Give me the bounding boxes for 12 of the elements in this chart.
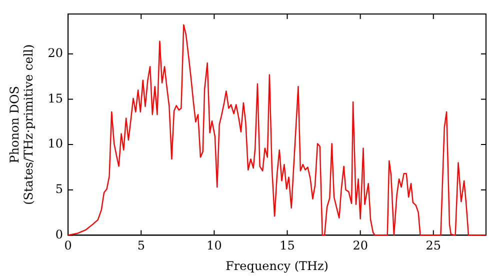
x-tick-label: 20	[352, 238, 368, 253]
y-tick-label: 0	[55, 227, 64, 242]
x-tick-label: 15	[280, 238, 295, 253]
y-tick-label: 5	[55, 182, 64, 196]
x-axis-title: Frequency (THz)	[226, 258, 328, 273]
y-tick-label: 10	[48, 136, 64, 151]
y-tick-label: 20	[48, 46, 64, 60]
y-tick-label: 15	[48, 91, 64, 106]
x-tick-label: 10	[206, 238, 222, 253]
x-tick-label: 25	[426, 238, 442, 253]
x-tick-label: 5	[137, 238, 145, 253]
y-axis-title: Phonon DOS (States/THz·primitive cell)	[7, 44, 36, 205]
